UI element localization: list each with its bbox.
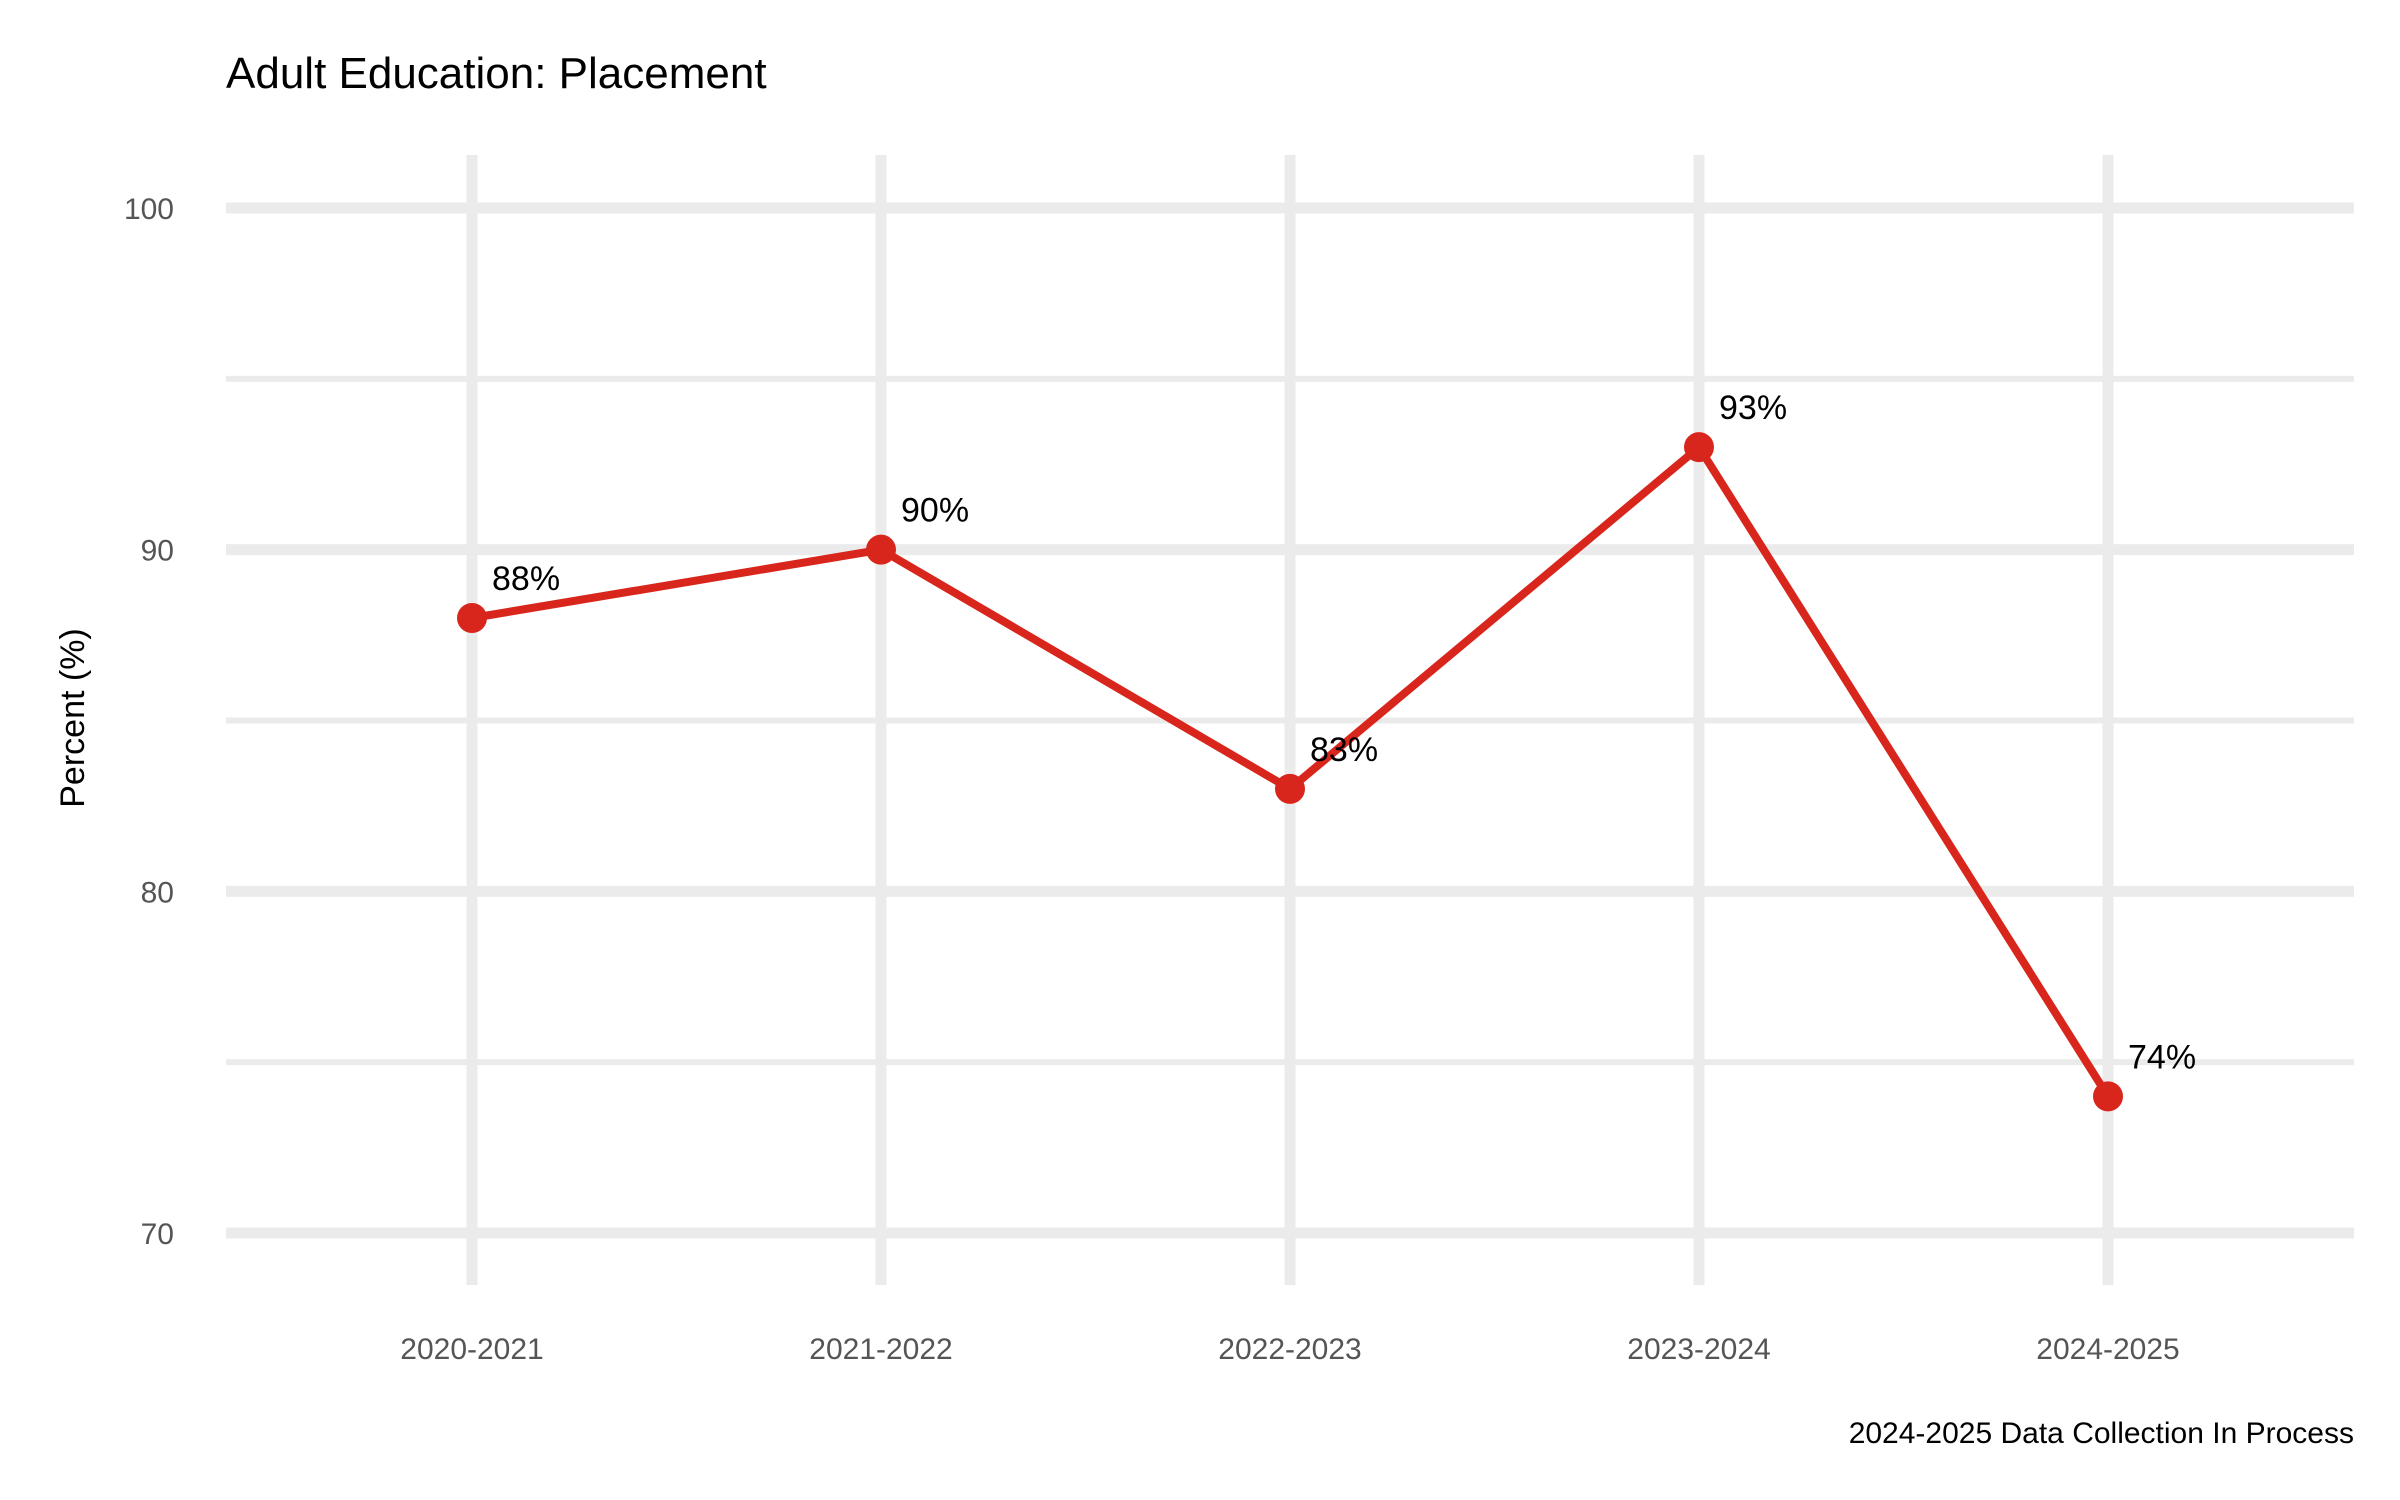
data-point xyxy=(1684,432,1714,463)
x-tick-label: 2024-2025 xyxy=(2036,1333,2179,1366)
y-tick-label: 70 xyxy=(141,1218,174,1251)
data-point xyxy=(866,534,896,565)
data-point xyxy=(2093,1081,2123,1112)
grid xyxy=(226,155,2354,1285)
y-tick-label: 80 xyxy=(141,876,174,909)
data-label: 93% xyxy=(1719,389,1787,427)
data-label: 90% xyxy=(901,492,969,530)
x-tick-label: 2020-2021 xyxy=(400,1333,543,1366)
y-tick-label: 100 xyxy=(124,193,174,226)
x-tick-label: 2021-2022 xyxy=(809,1333,952,1366)
data-label: 74% xyxy=(2128,1038,2196,1076)
data-label: 83% xyxy=(1310,731,1378,769)
y-tick-label: 90 xyxy=(141,535,174,568)
data-labels: 88% 90% 83% 93% 74% xyxy=(492,389,2196,1076)
series-layer xyxy=(457,432,2123,1112)
x-tick-label: 2022-2023 xyxy=(1218,1333,1361,1366)
y-axis-title: Percent (%) xyxy=(54,628,92,808)
chart-title: Adult Education: Placement xyxy=(226,49,767,98)
x-tick-label: 2023-2024 xyxy=(1627,1333,1770,1366)
data-point xyxy=(1275,773,1305,804)
data-label: 88% xyxy=(492,560,560,598)
chart-caption: 2024-2025 Data Collection In Process xyxy=(1849,1417,2354,1450)
data-point xyxy=(457,603,487,633)
axes: 70 80 90 100 2020-2021 2021-2022 2022-2023 2023… xyxy=(124,193,2180,1366)
